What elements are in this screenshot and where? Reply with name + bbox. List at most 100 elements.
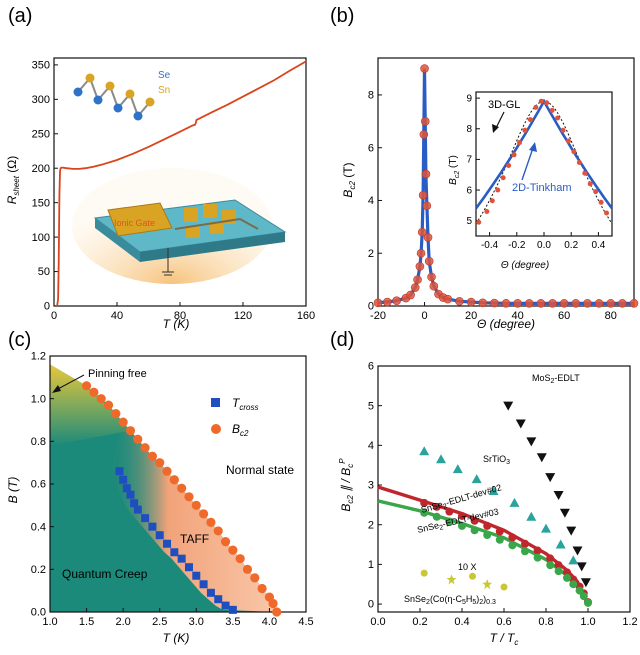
tcross-point [206,588,215,597]
y-tick-label: 4 [368,195,374,207]
panel-c-label: (c) [8,329,31,351]
bc2-point [81,381,92,391]
gate-electrode [107,202,173,237]
bc2-data-point [490,298,499,308]
pinning-free-region [50,364,131,446]
bc2-data-point [373,298,383,308]
panel-b-xlabel: Θ (degree) [477,317,535,331]
inset-xlabel: Θ (degree) [501,260,549,271]
x-tick-label: 0.0 [537,240,551,251]
snse2-dev-point [432,512,441,521]
mos2-point [559,508,570,518]
phase-regions [50,364,277,612]
bc2-data-point [536,299,546,308]
snse2-dev-point [470,516,479,525]
inset-data-point [560,127,566,133]
x-tick-label: 80 [605,310,617,322]
legend-marker-tcross [211,398,220,407]
bc2-point [169,475,179,485]
bc2-data-point [420,64,429,73]
x-tick-label: 20 [465,310,477,322]
bc2-point [250,573,260,583]
pinning-arrow-line [55,374,85,391]
snse2-dev-point [495,527,504,536]
snse2-dev-point [432,502,441,511]
bc2-data-point [443,294,453,304]
svg-text:Rsheet (Ω): Rsheet (Ω) [5,156,21,205]
bc2-data-point [417,227,427,237]
bc2-point [257,583,267,594]
mos2-point [536,453,547,463]
inset-data-point [538,98,544,104]
bc2-data-point [501,299,511,308]
y-tick-label: 50 [38,266,50,278]
y-tick-label: 0.8 [31,436,46,448]
mos2-label: MoS2-EDLT [532,373,580,385]
y-tick-label: 6 [466,185,472,196]
svg-text:Bc2 (T): Bc2 (T) [448,155,461,185]
tcross-point [133,505,142,514]
y-tick-label: 0 [368,301,374,313]
y-tick-label: 0.6 [31,479,46,491]
snse2-dev-point [521,547,529,556]
x-tick-label: -20 [370,310,386,322]
bc2-data-point [406,290,415,300]
ylabel-part-c: c [346,464,355,468]
svg-text:Bc2 (T): Bc2 (T) [341,162,357,197]
tcross-point [163,539,172,548]
gate-label: Ionic Gate [114,218,155,228]
ylabel-part-par: ∥ / B [339,468,353,495]
tcross-point [192,571,201,580]
x-tick-label: 0.4 [454,616,469,628]
y-tick-label: 9 [466,93,472,104]
inset-data-point [522,127,528,133]
crystal-structure [73,73,155,121]
bc2-point [147,451,157,461]
gl-arrow-head [492,124,499,133]
snse2-dev-point [508,541,517,550]
ghosh-fit-curve [377,485,590,605]
panel-d-label: (d) [330,329,354,351]
sn-atom [85,73,95,83]
bc2-point [228,545,238,555]
tcross-point [148,522,157,531]
y-tick-label: 0.0 [31,607,46,619]
x-tick-label: 0.8 [538,616,553,628]
bc2-point [213,526,223,536]
x-tick-label: 1.2 [622,616,637,628]
tcross-point [119,475,128,484]
panel-d-axes: 0.0 0.2 0.4 0.6 0.8 1.0 1.2 0 1 2 3 4 5 6 [368,361,638,628]
x-tick-label: 0.2 [412,616,427,628]
bc2-data-point [427,272,436,282]
snse2-dev-point [546,561,555,570]
svg-text:Bc2 ∥ / BcP: Bc2 ∥ / BcP [338,458,355,512]
srtio3-point [419,446,430,456]
panel-c-xlabel: T (K) [163,631,190,645]
normal-state-label: Normal state [226,463,294,477]
x-tick-label: 0 [51,310,57,322]
tcross-point [199,580,208,589]
bc2-point [162,466,172,476]
panel-a-ylabel: Rsheet (Ω) [5,156,21,205]
bc2-data-point [424,256,434,266]
sn-atom [105,81,115,91]
panel-d-xlabel: T / Tc [490,631,519,647]
srtio3-point [452,464,463,474]
pinning-free-label: Pinning free [88,368,147,380]
sn-legend-label: Sn [158,85,170,96]
bc2-point [103,400,114,410]
inset-data-point [527,117,533,123]
bc2-point [177,483,187,493]
bc2-data-point [413,275,422,284]
y-tick-label: 0 [368,599,374,611]
bc2-data-point [583,299,592,308]
x-tick-label: 1.0 [42,616,57,628]
ylabel-part-b: B [339,504,353,512]
snse2-dev-point [554,567,563,576]
inset-data-point [555,115,561,121]
snse2-dev-point [483,521,492,530]
inset-data-point [489,198,495,204]
inset-data-point [476,219,482,225]
inset-data-point [598,199,604,205]
